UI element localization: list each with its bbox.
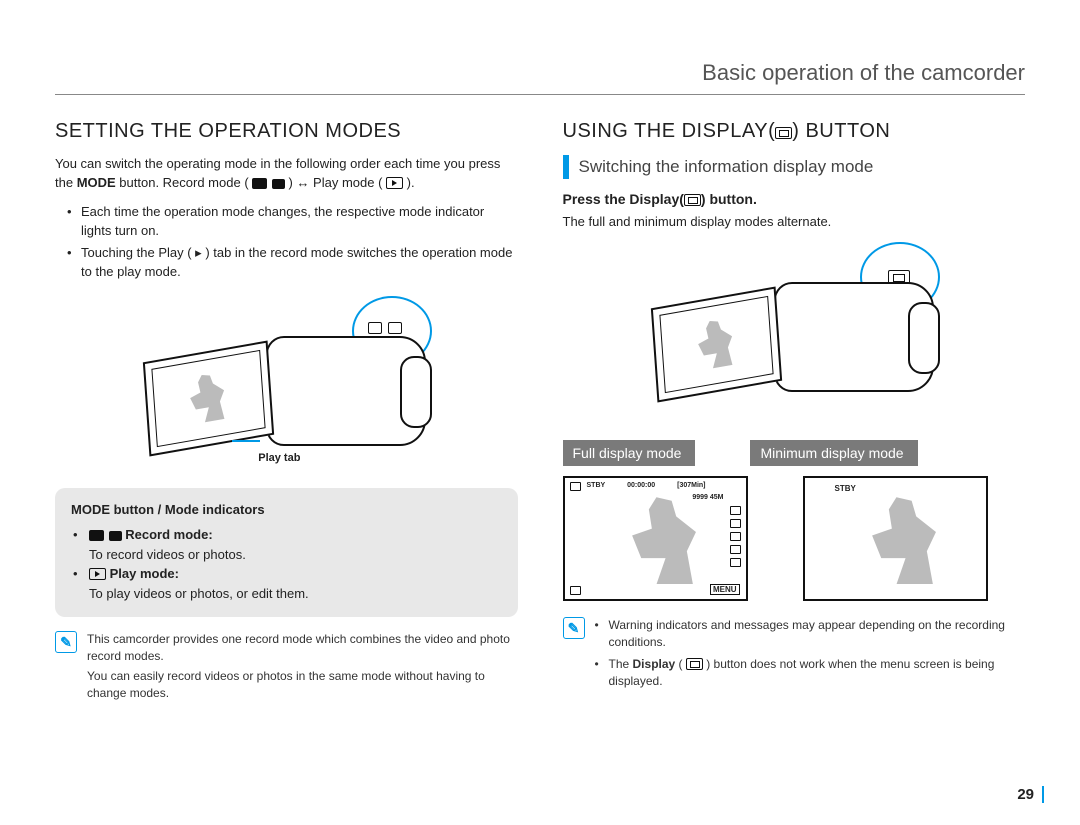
camcorder-body <box>266 336 426 446</box>
section-heading-modes: SETTING THE OPERATION MODES <box>55 120 518 143</box>
note-right-1: Warning indicators and messages may appe… <box>595 617 1026 652</box>
chapter-title: Basic operation of the camcorder <box>55 60 1025 95</box>
note-left: ✎ This camcorder provides one record mod… <box>55 631 518 703</box>
manual-page: Basic operation of the camcorder SETTING… <box>0 0 1080 825</box>
mode-indicators-box: MODE button / Mode indicators Record mod… <box>55 488 518 617</box>
subheading-text: Switching the information display mode <box>579 155 874 179</box>
display-word: Display <box>633 657 676 671</box>
record-mode-desc: To record videos or photos. <box>89 547 246 562</box>
camcorder-illustration-left: Play tab <box>55 296 518 476</box>
note-left-body: This camcorder provides one record mode … <box>87 631 518 703</box>
right-column: USING THE DISPLAY() BUTTON Switching the… <box>563 120 1026 703</box>
accent-bar <box>563 155 569 179</box>
lcd-full: STBY 00:00:00 [307Min] 9999 45M MENU <box>563 476 748 601</box>
lcd-second-line: 9999 45M <box>692 494 723 501</box>
video-icon <box>252 178 267 189</box>
camcorder-lens <box>400 356 432 428</box>
record-mode-label: Record mode: <box>125 527 212 542</box>
camcorder-lens <box>908 302 940 374</box>
camcorder-illustration-right <box>563 242 1026 422</box>
display-button-icon <box>684 194 701 206</box>
camera-icon <box>109 531 122 541</box>
press-display-label: Press the Display() button. <box>563 191 1026 207</box>
play-tab-label: Play tab <box>258 448 300 466</box>
play-tab-leader <box>232 440 260 442</box>
two-column-layout: SETTING THE OPERATION MODES You can swit… <box>55 120 1025 703</box>
note-icon: ✎ <box>563 617 585 639</box>
display-button-icon <box>775 127 792 139</box>
lcd-screens-row: STBY 00:00:00 [307Min] 9999 45M MENU STB… <box>563 476 1026 601</box>
full-display-label: Full display mode <box>563 440 696 466</box>
silhouette-icon <box>186 371 230 425</box>
video-icon <box>89 530 104 541</box>
silhouette-icon <box>626 497 702 584</box>
intro-text-3: ) ↔ Play mode ( <box>285 175 386 190</box>
intro-text-2: button. Record mode ( <box>116 175 253 190</box>
note-icon: ✎ <box>55 631 77 653</box>
play-tab-text: Play tab <box>258 452 300 464</box>
note-right-list: Warning indicators and messages may appe… <box>595 617 1026 695</box>
display-button-icon <box>686 658 703 670</box>
mode-box-title: MODE button / Mode indicators <box>71 502 502 517</box>
note-right: ✎ Warning indicators and messages may ap… <box>563 617 1026 695</box>
press-display-desc: The full and minimum display modes alter… <box>563 213 1026 232</box>
lcd-min-stby: STBY <box>835 484 856 493</box>
page-number: 29 <box>1017 786 1044 803</box>
min-display-label: Minimum display mode <box>750 440 917 466</box>
note-left-line2: You can easily record videos or photos i… <box>87 668 518 703</box>
play-mode-item: Play mode: To play videos or photos, or … <box>73 564 502 603</box>
camcorder-body <box>774 282 934 392</box>
camcorder-lcd <box>651 286 782 402</box>
mode-light-icon <box>388 322 402 334</box>
play-mode-desc: To play videos or photos, or edit them. <box>89 586 309 601</box>
lcd-right-icons <box>727 506 741 579</box>
display-mode-labels: Full display mode Minimum display mode <box>563 440 1026 466</box>
note-left-line1: This camcorder provides one record mode … <box>87 631 518 666</box>
lcd-menu: MENU <box>710 584 740 595</box>
silhouette-icon <box>866 497 942 584</box>
intro-text-4: ). <box>403 175 415 190</box>
camera-icon <box>272 179 285 189</box>
lcd-left-icons <box>570 482 584 595</box>
lcd-remain: [307Min] <box>677 482 705 489</box>
left-column: SETTING THE OPERATION MODES You can swit… <box>55 120 518 703</box>
lcd-stby: STBY <box>587 482 606 489</box>
play-icon <box>89 568 106 580</box>
mode-word: MODE <box>77 175 116 190</box>
record-mode-item: Record mode: To record videos or photos. <box>73 525 502 564</box>
silhouette-icon <box>693 317 737 371</box>
section-heading-display: USING THE DISPLAY() BUTTON <box>563 120 1026 143</box>
intro-paragraph: You can switch the operating mode in the… <box>55 155 518 193</box>
subheading-row: Switching the information display mode <box>563 155 1026 179</box>
play-icon <box>386 177 403 189</box>
lcd-minimum: STBY <box>803 476 988 601</box>
mode-light-icon <box>368 322 382 334</box>
mode-bullets: Each time the operation mode changes, th… <box>55 203 518 282</box>
bullet-2: Touching the Play ( ▸ ) tab in the recor… <box>67 244 518 282</box>
bullet-1: Each time the operation mode changes, th… <box>67 203 518 241</box>
lcd-time: 00:00:00 <box>627 482 655 489</box>
note-right-2: The Display ( ) button does not work whe… <box>595 656 1026 691</box>
play-mode-label: Play mode: <box>110 566 179 581</box>
